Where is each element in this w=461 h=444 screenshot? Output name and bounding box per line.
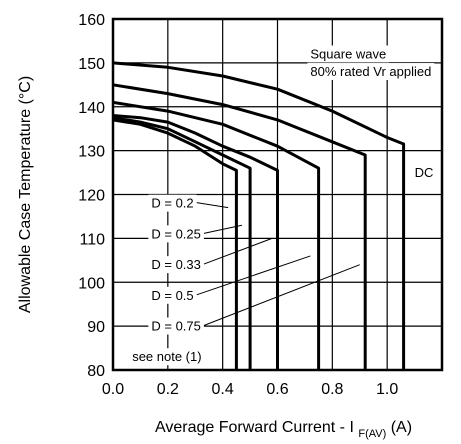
annotation-background (411, 163, 437, 181)
y-tick-label: 100 (78, 275, 105, 292)
y-tick-label: 150 (78, 56, 105, 73)
series-curve-d-0-25 (112, 116, 252, 370)
annotation-background (148, 286, 197, 304)
x-tick-label: 0.2 (157, 381, 179, 398)
leader-line (196, 255, 311, 296)
annotation-label: D = 0.5 (151, 288, 193, 303)
series-curve-d-0-2 (112, 118, 238, 370)
annotation-background (129, 348, 205, 366)
annotation-label: Square wave (310, 46, 386, 61)
y-tick-label: 80 (87, 363, 105, 380)
tick-labels: 0.0 0.2 0.4 0.6 0.8 1.0 80 90 100 110 120 130 140 150… (78, 12, 398, 398)
annotation-background (307, 45, 390, 63)
x-tick-label: 0.8 (321, 381, 343, 398)
plot-frame (111, 17, 444, 372)
annotation-background (307, 63, 435, 81)
x-tick-label: 1.0 (376, 381, 398, 398)
series-curves (112, 61, 406, 370)
series-curve-d-0-75 (112, 83, 367, 370)
y-tick-label: 160 (78, 12, 105, 29)
leader-line (203, 237, 273, 265)
y-tick-label: 90 (87, 319, 105, 336)
annotation-label: see note (1) (132, 349, 201, 364)
y-axis-label: Allowable Case Temperature (°C) (17, 76, 34, 313)
annotation-label: DC (415, 165, 434, 180)
annotation-background (148, 225, 204, 243)
annotation-label: D = 0.33 (151, 257, 201, 272)
label-leader-lines (196, 202, 360, 326)
leader-line (203, 264, 360, 326)
annotation-background (148, 256, 204, 274)
series-curve-d-0-5 (112, 100, 321, 370)
x-axis-label: Average Forward Current - I F(AV) (A) (155, 419, 412, 441)
x-axis-label-unit: (A) (391, 419, 412, 436)
annotation-label: D = 0.2 (151, 196, 193, 211)
annotation-label: D = 0.25 (151, 226, 201, 241)
annotation-label: D = 0.75 (151, 319, 201, 334)
leader-line (203, 224, 242, 234)
annotation-label: 80% rated Vr applied (310, 64, 431, 79)
leader-line (196, 202, 229, 209)
annotation-background (148, 317, 204, 335)
x-tick-label: 0.0 (102, 381, 124, 398)
y-tick-label: 120 (78, 188, 105, 205)
y-tick-label: 140 (78, 100, 105, 117)
x-axis-label-main: Average Forward Current - I (155, 419, 354, 436)
series-curve-d-0-33 (112, 114, 279, 370)
series-curve-dc (112, 61, 406, 370)
annotation-background (148, 194, 197, 212)
x-tick-label: 0.6 (266, 381, 288, 398)
chart-annotations: D = 0.2 D = 0.25 D = 0.33 D = 0.5 D = 0.75 DC… (129, 45, 437, 366)
y-tick-label: 110 (79, 231, 105, 248)
y-tick-label: 130 (78, 144, 105, 161)
x-tick-label: 0.4 (212, 381, 234, 398)
x-axis-label-subscript: F(AV) (358, 428, 386, 440)
